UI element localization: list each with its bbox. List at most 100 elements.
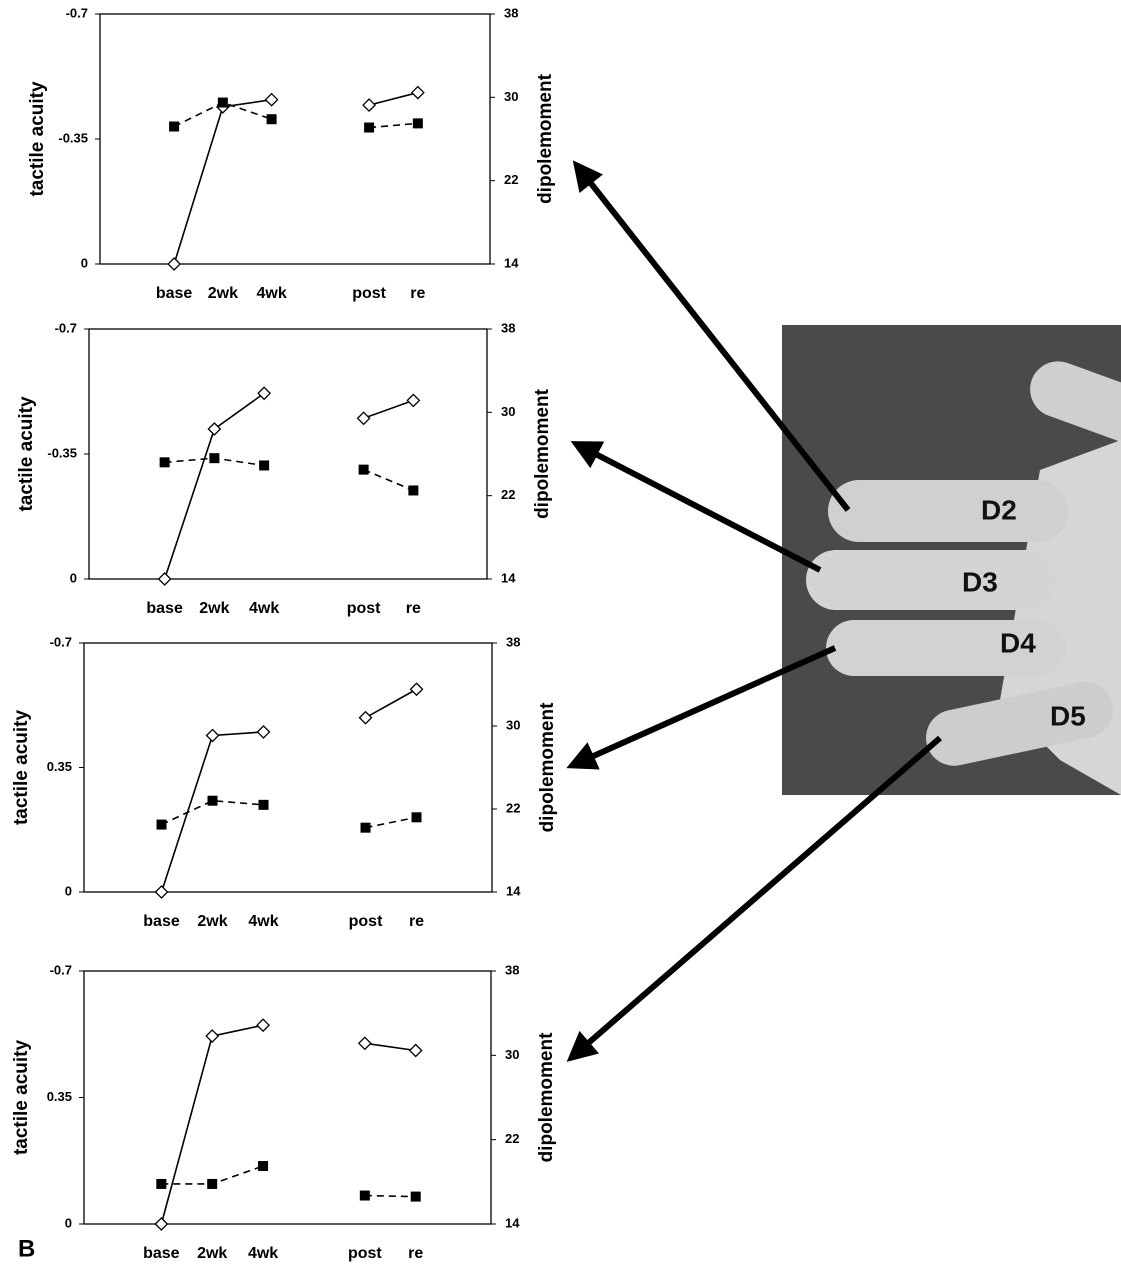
arrow xyxy=(578,738,940,1052)
y2-tick-label: 22 xyxy=(506,800,520,815)
y2-tick-label: 14 xyxy=(506,883,521,898)
series-line xyxy=(161,1166,415,1197)
y2-tick-label: 30 xyxy=(504,89,518,104)
y-axis-title: tactile acuity xyxy=(11,1040,32,1156)
y2-tick-label: 30 xyxy=(505,1047,519,1062)
square-marker xyxy=(412,812,422,822)
y2-tick-label: 14 xyxy=(501,570,516,585)
x-tick-label: post xyxy=(349,913,383,930)
diamond-marker xyxy=(159,573,171,585)
x-tick-label: re xyxy=(410,285,425,302)
y-tick-label: -0.7 xyxy=(55,320,77,335)
square-marker xyxy=(359,465,369,475)
plot-frame xyxy=(89,329,487,579)
diamond-marker xyxy=(258,726,270,738)
square-marker xyxy=(156,1179,166,1189)
y-tick-label: -0.7 xyxy=(50,634,72,649)
y-tick-label: -0.7 xyxy=(66,5,88,20)
series-line xyxy=(165,458,414,490)
diamond-marker xyxy=(257,1019,269,1031)
square-marker xyxy=(360,1191,370,1201)
square-marker xyxy=(157,820,167,830)
square-marker xyxy=(361,823,371,833)
y2-tick-label: 14 xyxy=(504,255,519,270)
y2-tick-label: 38 xyxy=(501,320,515,335)
x-tick-label: base xyxy=(143,913,180,930)
series-line xyxy=(162,689,417,892)
figure: D2 D3 D4 D5 B -0.7 -0.35 0 14 22 30 38 base 2wk 4… xyxy=(0,0,1121,1266)
y2-tick-label: 38 xyxy=(506,634,520,649)
diamond-marker xyxy=(360,712,372,724)
y2-tick-label: 30 xyxy=(506,717,520,732)
diamond-marker xyxy=(156,886,168,898)
square-marker xyxy=(413,118,423,128)
series-line xyxy=(174,93,418,264)
square-marker xyxy=(209,453,219,463)
y-axis-title: tactile acuity xyxy=(27,81,48,197)
diamond-marker xyxy=(258,387,270,399)
series-line xyxy=(162,801,417,828)
finger xyxy=(828,480,1068,542)
diamond-marker xyxy=(410,1045,422,1057)
square-marker xyxy=(411,1192,421,1202)
series-line xyxy=(165,393,414,579)
panel-label: B xyxy=(18,1235,35,1262)
square-marker xyxy=(218,98,228,108)
square-marker xyxy=(207,1179,217,1189)
square-marker xyxy=(160,457,170,467)
plot-frame xyxy=(100,14,490,264)
x-tick-label: 2wk xyxy=(208,285,238,302)
y-tick-label: 0 xyxy=(65,883,72,898)
y2-tick-label: 30 xyxy=(501,404,515,419)
square-marker xyxy=(364,123,374,133)
y-axis-title: tactile acuity xyxy=(16,396,37,512)
finger xyxy=(806,550,1056,610)
square-marker xyxy=(267,114,277,124)
diamond-marker xyxy=(155,1218,167,1230)
square-marker xyxy=(169,122,179,132)
x-tick-label: re xyxy=(406,600,421,617)
y-tick-label: 0.35 xyxy=(47,759,72,774)
x-tick-label: re xyxy=(408,1245,423,1262)
square-marker xyxy=(259,460,269,470)
square-marker xyxy=(208,796,218,806)
x-tick-label: 4wk xyxy=(249,600,279,617)
y-tick-label: 0.35 xyxy=(47,1089,72,1104)
diamond-marker xyxy=(412,87,424,99)
y2-tick-label: 14 xyxy=(505,1215,520,1230)
finger-label: D5 xyxy=(1050,700,1086,731)
x-tick-label: post xyxy=(347,600,381,617)
x-tick-label: 2wk xyxy=(197,913,227,930)
square-marker xyxy=(258,1161,268,1171)
finger-label: D3 xyxy=(962,566,998,597)
y2-tick-label: 22 xyxy=(504,172,518,187)
y2-axis-title: dipolemoment xyxy=(532,388,553,519)
x-tick-label: post xyxy=(348,1245,382,1262)
diamond-marker xyxy=(207,729,219,741)
x-tick-label: 2wk xyxy=(199,600,229,617)
diamond-marker xyxy=(363,99,375,111)
x-tick-label: re xyxy=(409,913,424,930)
plot-frame xyxy=(84,971,491,1224)
diamond-marker xyxy=(206,1030,218,1042)
square-marker xyxy=(408,485,418,495)
x-tick-label: 4wk xyxy=(248,1245,278,1262)
y2-tick-label: 22 xyxy=(501,487,515,502)
diamond-marker xyxy=(359,1037,371,1049)
square-marker xyxy=(259,800,269,810)
y2-axis-title: dipolemoment xyxy=(537,702,558,833)
x-tick-label: 4wk xyxy=(248,913,278,930)
y-tick-label: -0.35 xyxy=(58,130,88,145)
y-tick-label: 0 xyxy=(81,255,88,270)
diamond-marker xyxy=(411,683,423,695)
x-tick-label: 2wk xyxy=(197,1245,227,1262)
y-axis-title: tactile acuity xyxy=(11,710,32,826)
hand-photo: D2 D3 D4 D5 xyxy=(782,325,1121,795)
finger-label: D4 xyxy=(1000,627,1036,658)
diamond-marker xyxy=(208,423,220,435)
y2-axis-title: dipolemoment xyxy=(535,73,556,204)
diamond-marker xyxy=(266,94,278,106)
x-tick-label: base xyxy=(146,600,183,617)
